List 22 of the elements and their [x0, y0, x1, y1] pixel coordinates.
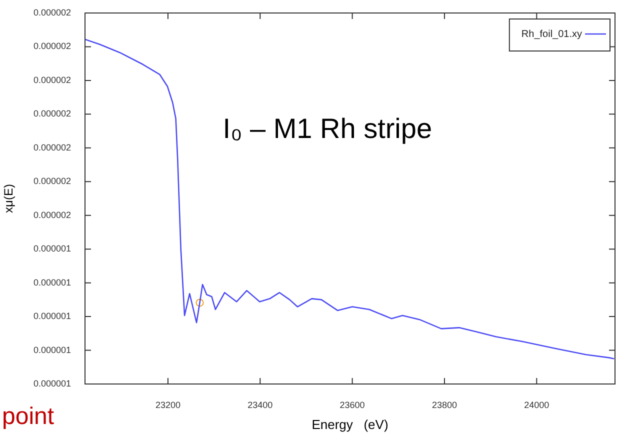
y-tick-label: 0.000001 [33, 344, 71, 355]
text: point [2, 403, 54, 430]
y-tick-label: 0.000001 [33, 378, 71, 388]
y-tick-label: 0.000002 [33, 74, 71, 85]
x-tick-label: 23600 [340, 400, 365, 410]
y-tick-label: 0.000002 [33, 142, 71, 152]
y-tick-label: 0.000001 [33, 244, 71, 254]
x-tick-label: 23400 [248, 400, 273, 410]
y-tick-label: 0.000002 [33, 176, 71, 186]
y-tick-label: 0.000001 [33, 311, 71, 322]
x-axis-title: Energy (eV) [312, 416, 388, 432]
annotation: I₀ – M1 Rh stripe [222, 113, 432, 144]
y-tick-label: 0.000002 [33, 108, 71, 119]
y-axis-title: xμ(E) [2, 184, 16, 213]
legend-label: Rh_foil_01.xy [521, 28, 582, 40]
y-tick-label: 0.000002 [33, 41, 71, 52]
y-tick-label: 0.000002 [33, 210, 71, 220]
x-tick-label: 23800 [432, 400, 457, 410]
y-tick-label: 0.000001 [33, 277, 71, 288]
x-tick-label: 24000 [524, 400, 550, 410]
x-tick-label: 23200 [155, 400, 180, 410]
y-tick-label: 0.000002 [33, 7, 71, 18]
